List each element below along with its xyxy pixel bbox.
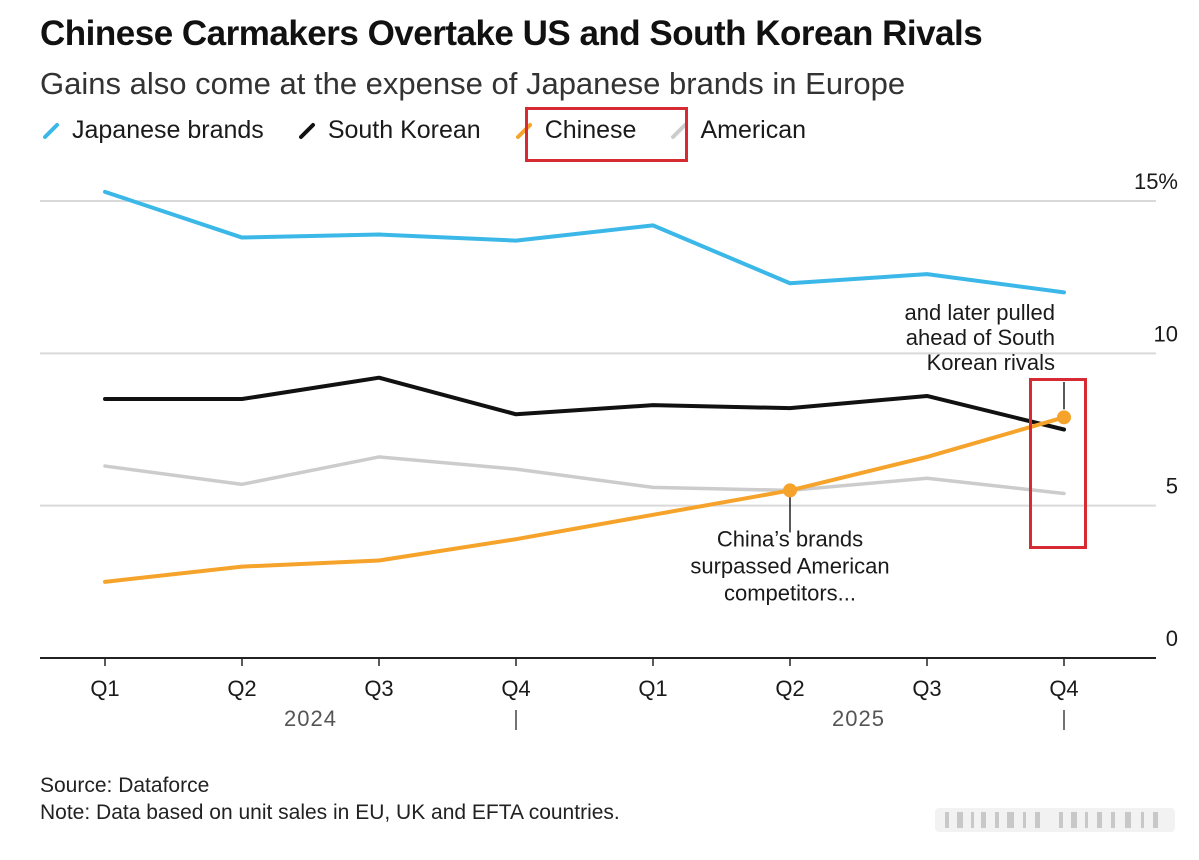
legend-label-south-korean: South Korean	[327, 116, 481, 144]
watermark-bars-icon	[935, 808, 1175, 832]
x-tick-label: Q1	[90, 676, 119, 701]
x-tick-label: Q3	[912, 676, 941, 701]
legend: Japanese brands South Korean Chinese Ame…	[42, 116, 840, 145]
year-label: 2025	[832, 706, 885, 731]
legend-swatch-south-korean	[298, 122, 315, 139]
annotation-text: surpassed American	[690, 553, 889, 578]
legend-swatch-american	[671, 122, 688, 139]
series-line-american	[103, 455, 1066, 496]
legend-item-american: American	[670, 116, 806, 145]
annotation-marker	[1057, 410, 1071, 425]
legend-item-south-korean: South Korean	[298, 116, 481, 145]
y-tick-label: 5	[1166, 474, 1178, 499]
legend-label-japanese: Japanese brands	[72, 116, 264, 144]
annotation-text: Korean rivals	[927, 350, 1055, 375]
annotation-text: competitors...	[724, 580, 856, 605]
watermark-logo	[935, 806, 1175, 834]
x-tick-label: Q4	[501, 676, 530, 701]
series-line-south-korean	[103, 375, 1066, 432]
y-tick-label: 15%	[1134, 169, 1178, 194]
endpoint-highlight-box	[1029, 378, 1087, 549]
source-note: Source: Dataforce Note: Data based on un…	[40, 772, 620, 826]
annotation-text: China’s brands	[717, 526, 863, 551]
source-text: Source: Dataforce	[40, 774, 210, 797]
line-chart: 0 5 10 15% Q1 Q2 Q3 Q4 Q1 Q2 Q3 Q4 2024 2025 China’s b…	[40, 169, 1178, 731]
series-line-chinese	[103, 415, 1066, 584]
y-tick-label: 10	[1154, 321, 1178, 346]
x-tick-label: Q2	[227, 676, 256, 701]
legend-swatch-japanese	[43, 122, 59, 139]
year-label: 2024	[284, 706, 337, 731]
series-line-japanese-brands	[103, 189, 1066, 295]
chart-subtitle: Gains also come at the expense of Japane…	[40, 66, 906, 101]
legend-label-american: American	[700, 116, 807, 144]
x-tick-label: Q4	[1049, 676, 1078, 701]
legend-label-chinese: Chinese	[544, 116, 637, 144]
y-tick-label: 0	[1166, 626, 1178, 651]
annotation-text: and later pulled	[905, 300, 1055, 325]
x-tick-label: Q3	[364, 676, 393, 701]
legend-item-japanese: Japanese brands	[42, 116, 264, 145]
legend-highlight-box	[525, 107, 688, 162]
x-tick-label: Q1	[638, 676, 667, 701]
annotation-marker	[783, 483, 797, 498]
annotation-text: ahead of South	[906, 325, 1055, 350]
note-text: Note: Data based on unit sales in EU, UK…	[40, 801, 620, 824]
x-tick-label: Q2	[775, 676, 804, 701]
chart-title: Chinese Carmakers Overtake US and South …	[40, 14, 983, 53]
